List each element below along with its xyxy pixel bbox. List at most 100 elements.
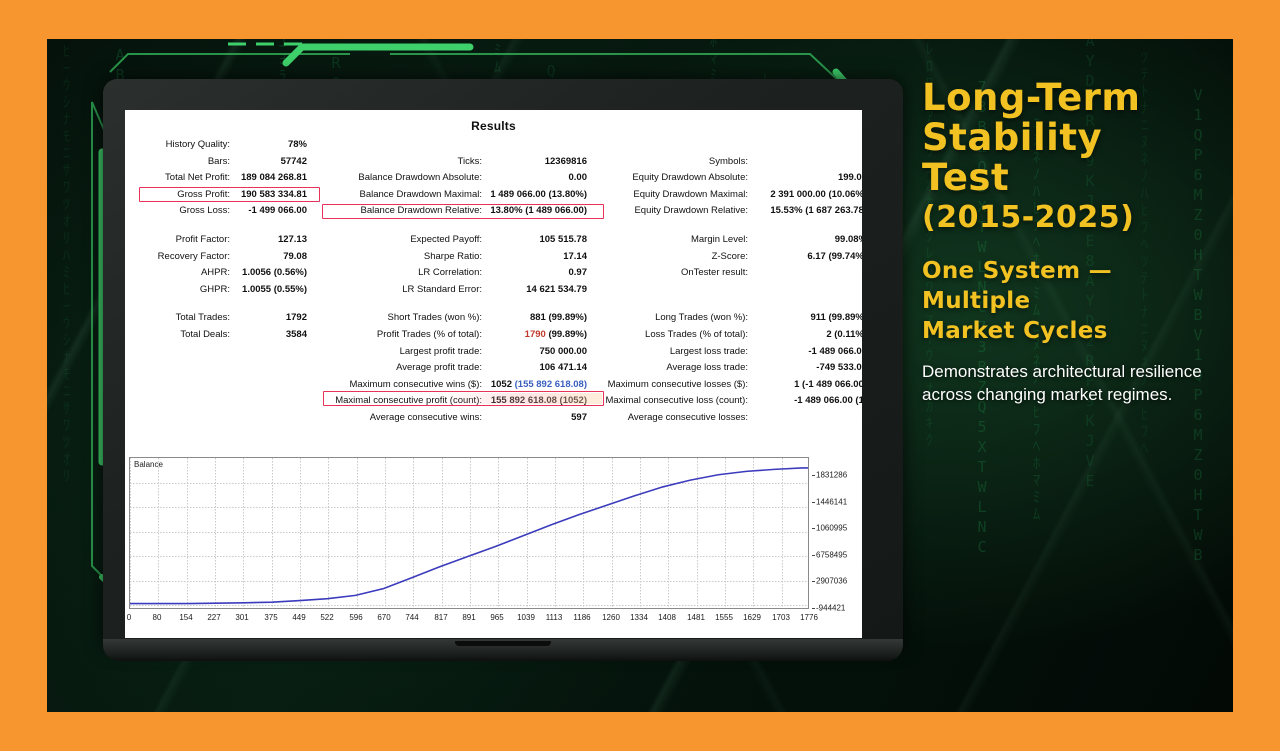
- stat-label: Short Trades (won %):: [387, 312, 482, 324]
- stat-value: 1790 (99.89%): [524, 328, 587, 340]
- x-axis-tick: 1186: [573, 613, 591, 622]
- stat-label: Average consecutive wins:: [369, 411, 482, 423]
- statistics-table: History Quality: 78% Bars: 57742 Ticks: 12369…: [125, 133, 862, 429]
- stat-row: Average profit trade: 106 471.14 Average l…: [139, 362, 862, 379]
- x-axis-tick: 1334: [630, 613, 648, 622]
- gridline-vertical: [442, 458, 443, 608]
- stat-label: Largest loss trade:: [669, 345, 748, 357]
- stat-label: Balance Drawdown Absolute:: [358, 172, 482, 184]
- x-axis-tick: 154: [179, 613, 193, 622]
- stat-label: Equity Drawdown Maximal:: [633, 188, 748, 200]
- stat-row: Profit Factor: 127.13 Expected Payoff: 105 …: [139, 233, 862, 251]
- x-axis-tick: 1481: [687, 613, 705, 622]
- gridline-vertical: [725, 458, 726, 608]
- gridline-vertical: [187, 458, 188, 608]
- gridline-vertical: [583, 458, 584, 608]
- x-axis-tick: 522: [320, 613, 334, 622]
- stat-value: 0: [753, 267, 863, 278]
- stat-label: History Quality:: [165, 139, 230, 150]
- y-axis-tick-mark: [812, 608, 815, 609]
- chart-x-axis: 0 80 154 227 301 375 449 522 596 670 744 817 891 965 1…: [127, 611, 818, 627]
- gridline-horizontal: [130, 581, 808, 582]
- stat-label: Recovery Factor:: [157, 250, 230, 262]
- stat-label: Total Trades:: [175, 312, 230, 324]
- stat-value: 13.80% (1 489 066.00): [490, 205, 587, 217]
- gridline-vertical: [782, 458, 783, 608]
- x-axis-tick: 1555: [715, 613, 733, 622]
- x-axis-tick: 301: [235, 613, 249, 622]
- stat-label: LR Standard Error:: [402, 283, 482, 295]
- stat-value: -749 533.00: [816, 362, 862, 374]
- y-axis-tick: 1060995: [816, 523, 848, 533]
- promo-subhead-line3: Market Cycles: [922, 318, 1108, 344]
- stat-label: Balance Drawdown Maximal:: [359, 188, 483, 200]
- stat-value: 15.53% (1 687 263.78): [770, 205, 862, 217]
- stat-label: Largest profit trade:: [399, 345, 482, 357]
- gridline-vertical: [527, 458, 528, 608]
- stat-value: 881 (99.89%): [529, 312, 587, 324]
- stat-value: 190 583 334.81: [240, 188, 307, 200]
- chart-series-label: Balance: [134, 460, 163, 469]
- promo-body-text: Demonstrates architectural resilience ac…: [922, 362, 1202, 404]
- stat-value: 199.02: [837, 172, 862, 184]
- x-axis-tick: 80: [152, 613, 162, 622]
- stat-label: LR Correlation:: [418, 267, 482, 279]
- gridline-vertical: [130, 458, 131, 608]
- stat-row: Total Deals: 3584 Profit Trades (% of tota…: [139, 328, 862, 346]
- stat-group: History Quality: 78% Bars: 57742 Ticks: 12369…: [139, 139, 862, 222]
- stat-value: 1792: [285, 312, 307, 324]
- stat-label: Total Net Profit:: [165, 172, 230, 184]
- stat-value: 3584: [285, 328, 307, 340]
- chart-y-axis: 1831286 1446141 1060995 6758495 2907036 -9444…: [812, 457, 860, 617]
- gridline-horizontal: [130, 483, 808, 484]
- stat-value: -1 489 066.00: [808, 345, 862, 357]
- y-axis-tick: 6758495: [816, 550, 848, 560]
- stat-value: 1 489 066.00 (13.80%): [490, 188, 587, 200]
- stat-group: Profit Factor: 127.13 Expected Payoff: 105 …: [139, 233, 862, 300]
- gridline-vertical: [697, 458, 698, 608]
- gridline-vertical: [272, 458, 273, 608]
- stat-value: 0.00: [568, 172, 588, 184]
- gridline-vertical: [328, 458, 329, 608]
- stat-value: 127.13: [277, 233, 307, 245]
- stat-label: Profit Trades (% of total):: [376, 328, 482, 340]
- x-axis-tick: 817: [434, 613, 448, 622]
- stat-label: Bars:: [207, 155, 230, 167]
- chart-line-svg: [130, 467, 808, 605]
- gridline-vertical: [413, 458, 414, 608]
- chart-plot-area: Balance: [129, 457, 809, 609]
- stat-label: Maximum consecutive wins ($):: [349, 378, 482, 390]
- stat-value: 1: [753, 412, 863, 423]
- stat-row: Largest profit trade: 750 000.00 Largest l…: [139, 345, 862, 363]
- x-axis-tick: 449: [292, 613, 306, 622]
- gridline-vertical: [640, 458, 641, 608]
- x-axis-tick: 744: [405, 613, 419, 622]
- stat-row: Average consecutive wins: 597 Average cons…: [139, 411, 862, 429]
- promo-subhead-line2: Multiple: [922, 288, 1031, 314]
- stat-label: Average consecutive losses:: [627, 411, 748, 423]
- stat-value: 57742: [280, 155, 307, 167]
- stat-row: History Quality: 78%: [139, 139, 848, 156]
- stat-value: 99.08%: [834, 233, 862, 245]
- x-axis-tick: 1260: [602, 613, 620, 622]
- x-axis-tick: 1039: [517, 613, 535, 622]
- x-axis-tick: 670: [377, 613, 391, 622]
- promo-years: (2015-2025): [922, 200, 1135, 235]
- stat-label: Long Trades (won %):: [655, 312, 748, 324]
- stat-value: 78%: [287, 139, 307, 150]
- stat-label: Profit Factor:: [175, 233, 230, 245]
- stat-row: Maximum consecutive wins ($): 1052 (155 8…: [139, 378, 862, 396]
- x-axis-tick: 227: [207, 613, 221, 622]
- stat-value: 6.17 (99.74%): [807, 250, 862, 262]
- y-axis-tick: -944421: [816, 603, 846, 613]
- stat-label: Z-Score:: [711, 250, 748, 262]
- x-axis-tick: 891: [462, 613, 476, 622]
- stat-value: 189 084 268.81: [240, 172, 307, 184]
- x-axis-tick: 1408: [658, 613, 676, 622]
- stat-group: Total Trades: 1792 Short Trades (won %): 88…: [139, 312, 862, 429]
- promo-headline-line1: Long-Term: [922, 76, 1141, 119]
- gridline-vertical: [158, 458, 159, 608]
- promo-headline-line2: Stability: [922, 116, 1103, 159]
- stat-value: 2 391 000.00 (10.06%): [770, 188, 862, 200]
- stat-row: Total Net Profit: 189 084 268.81 Balance D…: [139, 172, 862, 189]
